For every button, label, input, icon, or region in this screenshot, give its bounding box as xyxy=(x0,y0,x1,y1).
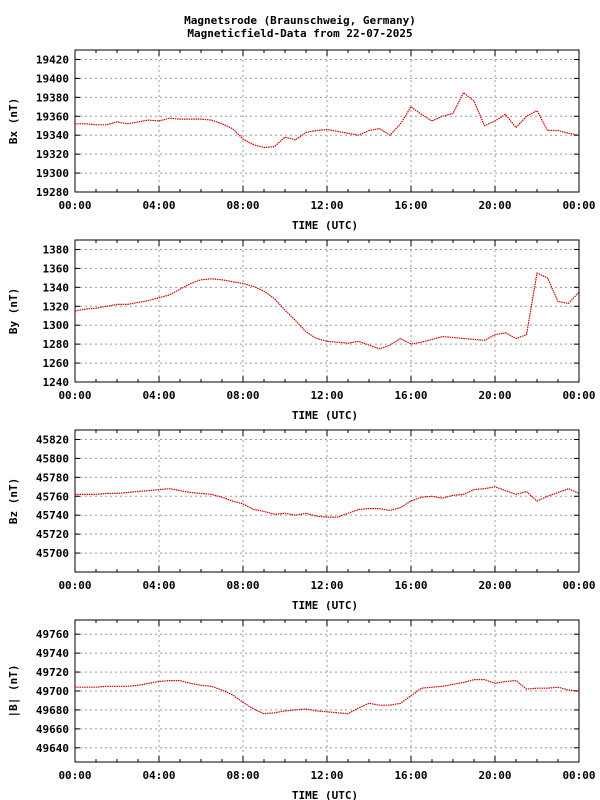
chart1-xtick-label-1: 04:00 xyxy=(142,199,175,212)
chart3-xtick-label-0: 00:00 xyxy=(58,579,91,592)
chart2-xtick-label-2: 08:00 xyxy=(226,389,259,402)
chart4-xtick-label-0: 00:00 xyxy=(58,769,91,782)
chart3-ytick-label-4: 45780 xyxy=(36,471,69,484)
chart3-ytick-label-0: 45700 xyxy=(36,547,69,560)
chart1-ytick-label-3: 19340 xyxy=(36,129,69,142)
chart2-ytick-label-4: 1320 xyxy=(43,300,70,313)
chart2-ytick-label-6: 1360 xyxy=(43,262,70,275)
chart2-series-line-0 xyxy=(74,272,580,350)
chart1-xtick-label-5: 20:00 xyxy=(478,199,511,212)
chart4-xlabel: TIME (UTC) xyxy=(292,789,358,800)
chart2-xtick-label-3: 12:00 xyxy=(310,389,343,402)
chart4-ytick-label-3: 49700 xyxy=(36,685,69,698)
chart1-ytick-label-5: 19380 xyxy=(36,91,69,104)
chart1-ytick-label-0: 19280 xyxy=(36,186,69,199)
chart4-xtick-label-5: 20:00 xyxy=(478,769,511,782)
chart1-xtick-label-2: 08:00 xyxy=(226,199,259,212)
chart4-ytick-label-2: 49680 xyxy=(36,704,69,717)
chart3-xtick-label-1: 04:00 xyxy=(142,579,175,592)
chart2-xtick-label-6: 00:00 xyxy=(562,389,595,402)
chart2-xtick-label-1: 04:00 xyxy=(142,389,175,402)
chart3-xlabel: TIME (UTC) xyxy=(292,599,358,612)
chart3-ytick-label-6: 45820 xyxy=(36,433,69,446)
chart1-ytick-label-6: 19400 xyxy=(36,72,69,85)
chart2-xtick-label-0: 00:00 xyxy=(58,389,91,402)
chart4-xtick-label-4: 16:00 xyxy=(394,769,427,782)
chart4-ytick-label-6: 49760 xyxy=(36,628,69,641)
chart1-xtick-label-4: 16:00 xyxy=(394,199,427,212)
chart1-xlabel: TIME (UTC) xyxy=(292,219,358,232)
chart4-xtick-label-3: 12:00 xyxy=(310,769,343,782)
chart4-xtick-label-2: 08:00 xyxy=(226,769,259,782)
chart1-xtick-label-6: 00:00 xyxy=(562,199,595,212)
chart2-ytick-label-1: 1260 xyxy=(43,357,70,370)
chart2-xtick-label-5: 20:00 xyxy=(478,389,511,402)
chart1-xtick-label-3: 12:00 xyxy=(310,199,343,212)
chart4-ylabel: |B| (nT) xyxy=(7,665,20,718)
chart4-ytick-label-1: 49660 xyxy=(36,723,69,736)
chart2-ylabel: By (nT) xyxy=(7,288,20,334)
chart1-ylabel: Bx (nT) xyxy=(7,98,20,144)
chart3-ytick-label-2: 45740 xyxy=(36,509,69,522)
chart4-ytick-label-0: 49640 xyxy=(36,742,69,755)
chart3-xtick-label-3: 12:00 xyxy=(310,579,343,592)
chart3-ytick-label-1: 45720 xyxy=(36,528,69,541)
chart3-series-line-0 xyxy=(75,486,580,518)
chart3-ytick-label-3: 45760 xyxy=(36,490,69,503)
chart3-xtick-label-4: 16:00 xyxy=(394,579,427,592)
chart3-xtick-label-5: 20:00 xyxy=(478,579,511,592)
chart1-xtick-label-0: 00:00 xyxy=(58,199,91,212)
chart1-ytick-label-7: 19420 xyxy=(36,53,69,66)
chart3-xtick-label-2: 08:00 xyxy=(226,579,259,592)
chart3-ytick-label-5: 45800 xyxy=(36,452,69,465)
chart2-ytick-label-7: 1380 xyxy=(43,243,70,256)
chart1-plot-frame xyxy=(74,49,580,193)
chart2-xlabel: TIME (UTC) xyxy=(292,409,358,422)
chart2-ytick-label-2: 1280 xyxy=(43,338,70,351)
chart4-xtick-label-1: 04:00 xyxy=(142,769,175,782)
chart1-ytick-label-2: 19320 xyxy=(36,148,69,161)
chart2-xtick-label-4: 16:00 xyxy=(394,389,427,402)
chart3-ylabel: Bz (nT) xyxy=(7,478,20,524)
chart4-xtick-label-6: 00:00 xyxy=(562,769,595,782)
chart2-ytick-label-5: 1340 xyxy=(43,281,70,294)
chart3-plot-frame xyxy=(74,429,580,573)
chart-title-line1: Magnetsrode (Braunschweig, Germany) xyxy=(184,14,416,27)
chart-title-line2: Magneticfield-Data from 22-07-2025 xyxy=(187,27,413,40)
chart2-ytick-label-3: 1300 xyxy=(43,319,70,332)
chart4-ytick-label-5: 49740 xyxy=(36,647,69,660)
chart1-series-line-0 xyxy=(75,91,580,149)
chart4-ytick-label-4: 49720 xyxy=(36,666,69,679)
chart3-xtick-label-6: 00:00 xyxy=(562,579,595,592)
chart2-ytick-label-0: 1240 xyxy=(43,376,70,389)
chart1-ytick-label-4: 19360 xyxy=(36,110,69,123)
chart1-ytick-label-1: 19300 xyxy=(36,167,69,180)
chart4-series-line-0 xyxy=(75,678,580,715)
